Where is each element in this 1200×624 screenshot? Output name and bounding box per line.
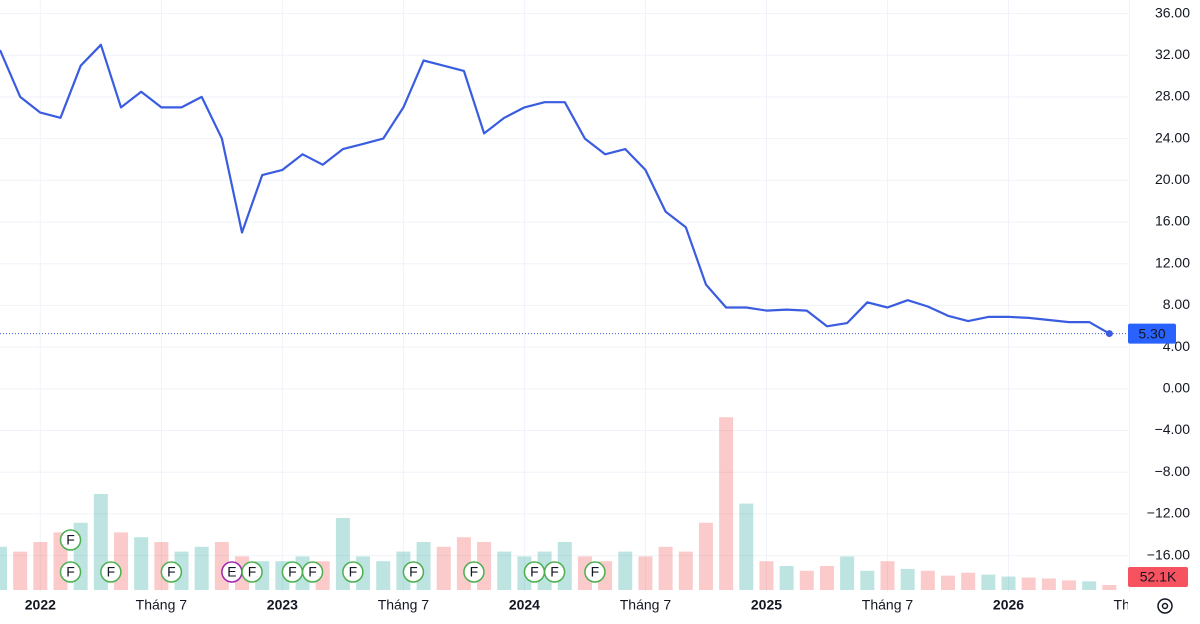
volume-bar bbox=[860, 570, 875, 590]
event-marker bbox=[59, 529, 82, 551]
event-label: F bbox=[66, 532, 75, 548]
x-tick-label: Tháng 7 bbox=[862, 597, 914, 613]
x-tick-label: 2025 bbox=[751, 597, 782, 613]
x-tick-label: 2022 bbox=[25, 597, 56, 613]
y-tick-label: −12.00 bbox=[1147, 505, 1190, 521]
volume-bar bbox=[13, 551, 28, 590]
event-label: F bbox=[409, 564, 418, 580]
grid bbox=[0, 0, 1131, 592]
y-tick-label: 32.00 bbox=[1155, 46, 1190, 62]
event-label: F bbox=[349, 564, 358, 580]
event-label: F bbox=[248, 564, 257, 580]
y-tick-label: 28.00 bbox=[1155, 88, 1190, 104]
volume-label: 52.1K bbox=[1140, 569, 1177, 585]
event-label: F bbox=[66, 564, 75, 580]
event-label: F bbox=[288, 564, 297, 580]
axes: 36.0032.0028.0024.0020.0016.0012.008.004… bbox=[1128, 4, 1190, 587]
y-tick-label: 0.00 bbox=[1163, 380, 1190, 396]
price-label: 5.30 bbox=[1138, 325, 1165, 341]
volume-bar bbox=[920, 570, 935, 590]
event-marker bbox=[160, 561, 183, 583]
x-tick-label: 2023 bbox=[267, 597, 298, 613]
volume-bar bbox=[981, 574, 996, 590]
event-label: F bbox=[470, 564, 479, 580]
y-tick-label: −4.00 bbox=[1155, 421, 1191, 437]
event-marker bbox=[342, 561, 364, 583]
volume-bar bbox=[618, 551, 633, 590]
event-label: F bbox=[591, 564, 600, 580]
volume-bar bbox=[376, 561, 391, 590]
volume-bar bbox=[900, 568, 915, 590]
y-tick-label: 8.00 bbox=[1163, 296, 1190, 312]
x-tick-label: 2026 bbox=[993, 597, 1024, 613]
volume-bar bbox=[759, 561, 774, 590]
y-tick-label: 20.00 bbox=[1155, 171, 1190, 187]
x-tick-label: Thán bbox=[1114, 597, 1146, 613]
volume-bar bbox=[1102, 584, 1117, 590]
volume-bar bbox=[1001, 576, 1016, 590]
volume-bar bbox=[799, 570, 814, 590]
volume-bar bbox=[33, 542, 48, 590]
event-marker bbox=[241, 561, 263, 583]
x-tick-label: Tháng 7 bbox=[378, 597, 430, 613]
price-line bbox=[0, 43, 1110, 335]
event-marker bbox=[543, 561, 566, 583]
settings-button[interactable] bbox=[1157, 598, 1173, 614]
volume-bar bbox=[194, 546, 209, 590]
volume-bar bbox=[779, 566, 794, 590]
event-marker bbox=[402, 561, 425, 583]
volume-bar bbox=[1082, 581, 1097, 590]
event-label: F bbox=[530, 564, 539, 580]
x-tick-label: 2024 bbox=[509, 597, 540, 613]
volume-bar bbox=[961, 572, 976, 590]
plot: 2022 Tháng 7 2023 Tháng 7 2024 Tháng 7 2025 Thá… bbox=[0, 43, 1146, 613]
volume-bar bbox=[719, 417, 734, 590]
volume-bar bbox=[880, 561, 895, 590]
event-label: F bbox=[308, 564, 317, 580]
volume-bar bbox=[436, 546, 451, 590]
event-marker bbox=[59, 561, 82, 583]
event-marker bbox=[584, 561, 606, 583]
volume-bar bbox=[819, 566, 834, 590]
gear-hub[interactable] bbox=[1161, 602, 1169, 610]
volume-bar bbox=[0, 546, 7, 590]
volume-bar bbox=[1062, 580, 1077, 590]
y-tick-label: −8.00 bbox=[1155, 463, 1191, 479]
volume-bar bbox=[698, 522, 713, 590]
volume-bar bbox=[940, 575, 955, 590]
y-tick-label: 16.00 bbox=[1155, 213, 1190, 229]
y-tick-label: 24.00 bbox=[1155, 129, 1190, 145]
volume-label-box bbox=[1128, 567, 1188, 587]
event-label: F bbox=[167, 564, 176, 580]
volume-bar bbox=[739, 503, 754, 590]
event-label: F bbox=[550, 564, 559, 580]
y-tick-label: −16.00 bbox=[1147, 546, 1190, 562]
event-marker bbox=[463, 561, 485, 583]
event-label: F bbox=[107, 564, 116, 580]
event-marker bbox=[100, 561, 122, 583]
y-tick-label: 36.00 bbox=[1155, 4, 1190, 20]
volume-bar bbox=[840, 556, 855, 590]
volume-bar bbox=[1041, 578, 1056, 590]
volume-bar bbox=[678, 551, 693, 590]
x-tick-label: Tháng 7 bbox=[620, 597, 672, 613]
last-point bbox=[1105, 330, 1113, 338]
volume-bar bbox=[1021, 577, 1036, 590]
volume-bar bbox=[638, 556, 653, 590]
price-label-box bbox=[1128, 323, 1176, 344]
event-label: E bbox=[227, 564, 236, 580]
volume-bar bbox=[658, 546, 673, 590]
x-tick-label: Tháng 7 bbox=[136, 597, 188, 613]
event-marker bbox=[301, 561, 324, 583]
volume-bar bbox=[134, 537, 149, 590]
volume-bar bbox=[497, 551, 512, 590]
y-tick-label: 12.00 bbox=[1155, 254, 1190, 270]
gear[interactable] bbox=[1157, 598, 1173, 614]
